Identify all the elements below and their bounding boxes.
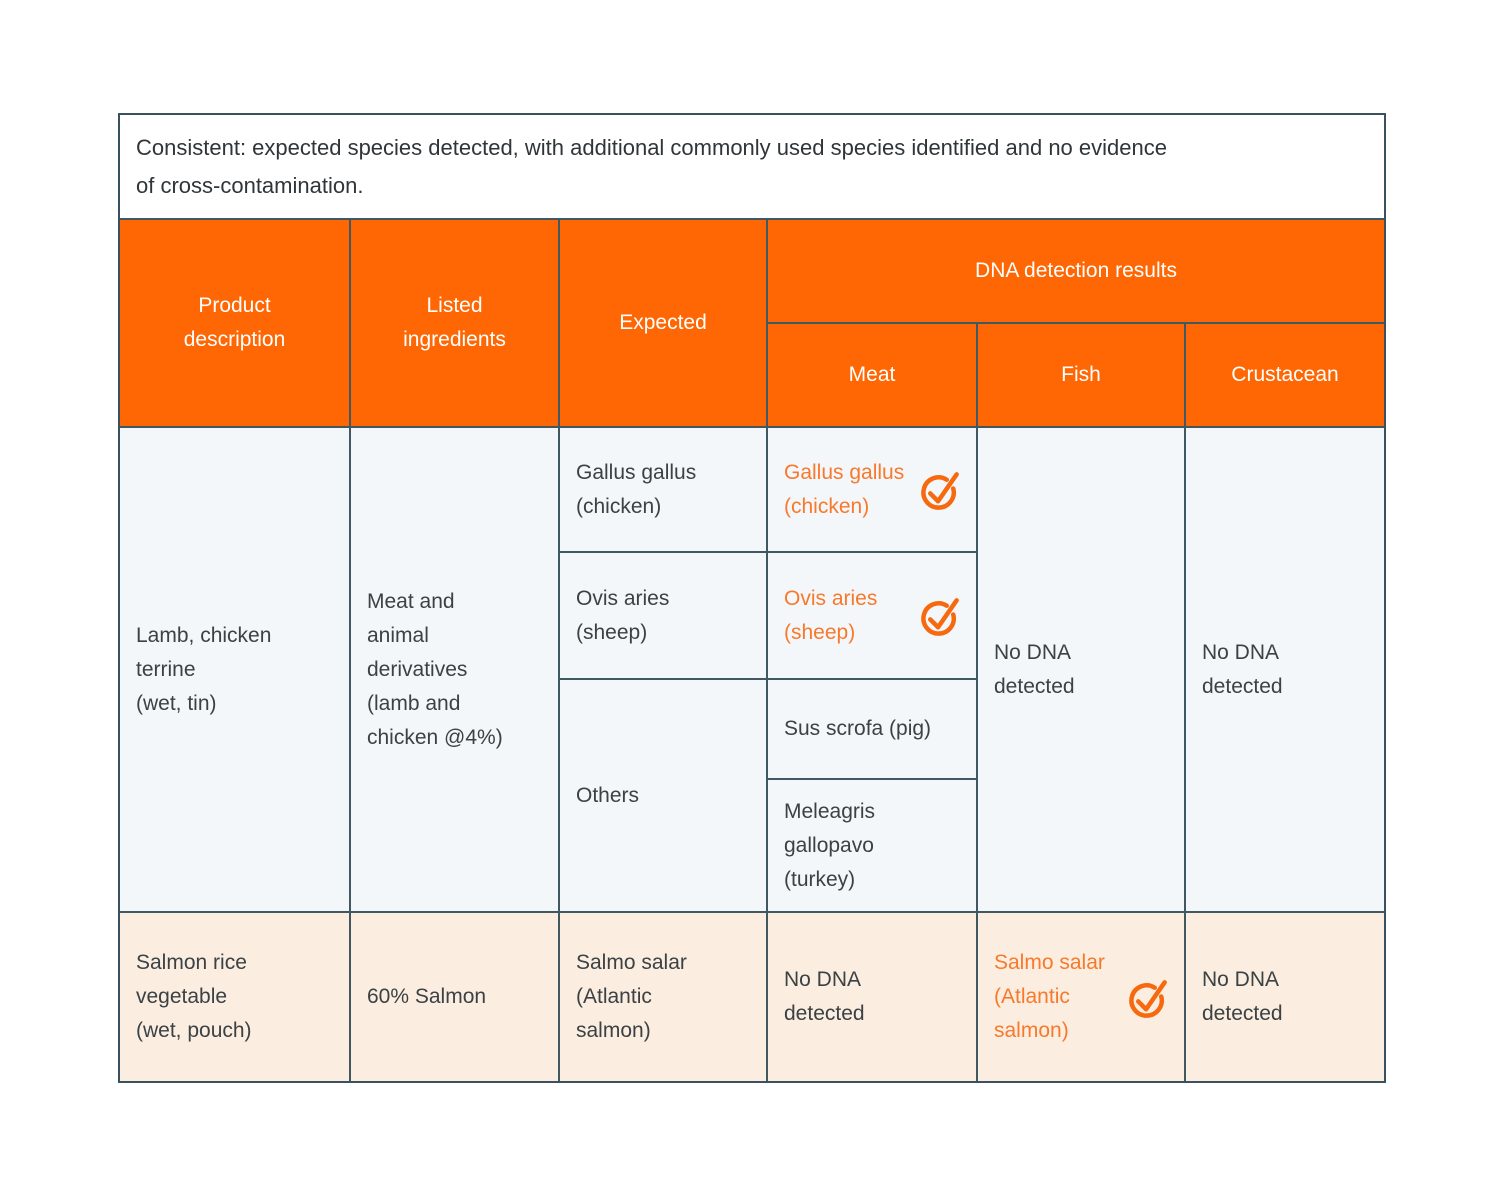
cell-row2-crustacean-result: No DNA detected bbox=[1186, 913, 1384, 1081]
detected-species-text: Ovis aries (sheep) bbox=[784, 586, 878, 644]
check-circle-icon bbox=[921, 598, 959, 636]
column-header-product-description: Product description bbox=[120, 220, 349, 426]
column-header-meat: Meat bbox=[768, 324, 976, 426]
cell-row2-listed-ingredients: 60% Salmon bbox=[351, 913, 558, 1081]
detected-species-text: Gallus gallus (chicken) bbox=[784, 460, 905, 518]
detected-species-text: Salmo salar (Atlantic salmon) bbox=[994, 951, 1105, 1042]
cell-row1-meat-detected-turkey: Meleagris gallopavo (turkey) bbox=[768, 780, 976, 911]
column-header-fish: Fish bbox=[978, 324, 1184, 426]
column-header-listed-ingredients: Listed ingredients bbox=[351, 220, 558, 426]
cell-row1-crustacean-result: No DNA detected bbox=[1186, 428, 1384, 911]
column-group-header-dna-detection-results: DNA detection results bbox=[768, 220, 1384, 322]
column-header-expected: Expected bbox=[560, 220, 766, 426]
cell-row1-meat-detected-pig: Sus scrofa (pig) bbox=[768, 680, 976, 778]
cell-row1-expected-others: Others bbox=[560, 680, 766, 911]
cell-row1-fish-result: No DNA detected bbox=[978, 428, 1184, 911]
cell-row2-fish-detected-salmon: Salmo salar (Atlantic salmon) bbox=[978, 913, 1184, 1081]
column-header-crustacean: Crustacean bbox=[1186, 324, 1384, 426]
cell-row2-meat-result: No DNA detected bbox=[768, 913, 976, 1081]
dna-detection-results-table: Consistent: expected species detected, w… bbox=[118, 113, 1386, 1083]
check-circle-icon bbox=[1129, 979, 1167, 1018]
cell-row1-listed-ingredients: Meat and animal derivatives (lamb and ch… bbox=[351, 428, 558, 911]
cell-row1-expected-chicken: Gallus gallus (chicken) bbox=[560, 428, 766, 551]
table-caption: Consistent: expected species detected, w… bbox=[120, 115, 1384, 218]
cell-row1-meat-detected-sheep: Ovis aries (sheep) bbox=[768, 553, 976, 678]
cell-row1-product-description: Lamb, chicken terrine (wet, tin) bbox=[120, 428, 349, 911]
check-circle-icon bbox=[921, 472, 959, 510]
cell-row1-expected-sheep: Ovis aries (sheep) bbox=[560, 553, 766, 678]
cell-row2-expected-salmon: Salmo salar (Atlantic salmon) bbox=[560, 913, 766, 1081]
cell-row2-product-description: Salmon rice vegetable (wet, pouch) bbox=[120, 913, 349, 1081]
cell-row1-meat-detected-chicken: Gallus gallus (chicken) bbox=[768, 428, 976, 551]
